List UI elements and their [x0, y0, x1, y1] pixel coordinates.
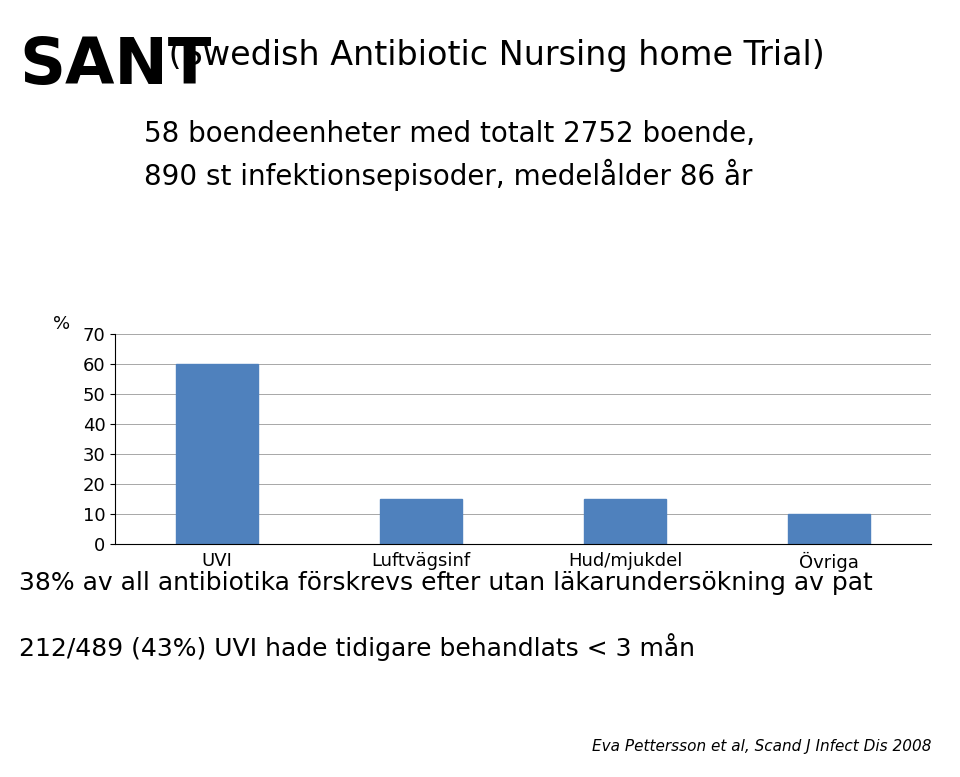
Text: 38% av all antibiotika förskrevs efter utan läkarundersökning av pat: 38% av all antibiotika förskrevs efter u… [19, 571, 873, 595]
Text: (Swedish Antibiotic Nursing home Trial): (Swedish Antibiotic Nursing home Trial) [158, 39, 826, 71]
Text: 890 st infektionsepisoder, medelålder 86 år: 890 st infektionsepisoder, medelålder 86… [144, 159, 753, 191]
Bar [585, 499, 666, 544]
Text: 58 boendeenheter med totalt 2752 boende,: 58 boendeenheter med totalt 2752 boende, [144, 120, 756, 148]
Bar [177, 364, 258, 544]
Text: %: % [53, 315, 70, 333]
Bar [380, 499, 462, 544]
Text: SANT: SANT [19, 35, 211, 97]
Text: Eva Pettersson et al, Scand J Infect Dis 2008: Eva Pettersson et al, Scand J Infect Dis… [591, 739, 931, 754]
Text: 212/489 (43%) UVI hade tidigare behandlats < 3 mån: 212/489 (43%) UVI hade tidigare behandla… [19, 633, 695, 661]
Bar [788, 514, 870, 544]
